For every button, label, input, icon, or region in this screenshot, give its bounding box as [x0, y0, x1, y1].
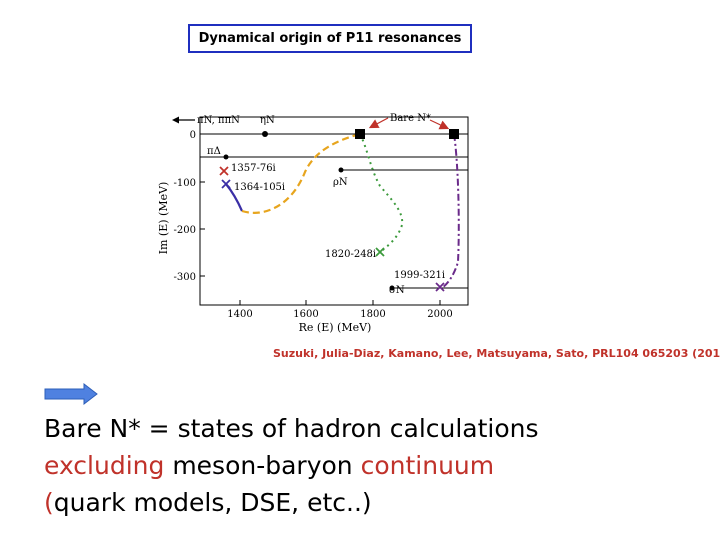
y-axis-label: Im (E) (MeV)	[157, 182, 170, 255]
body-line-2: excluding meson-baryon continuum	[44, 447, 539, 484]
body-continuum: continuum	[360, 451, 495, 480]
bare-state-1	[355, 129, 365, 139]
sigmaN-branch-point	[389, 285, 395, 291]
bare-state-2	[449, 129, 459, 139]
x-tick-1400: 1400	[227, 309, 252, 320]
trajectory-purple-dashdot	[441, 133, 460, 289]
rhoN-branch-point	[338, 167, 344, 173]
label-pole-1364: 1364-105i	[234, 182, 285, 193]
label-piN: πN, ππN	[197, 115, 240, 126]
x-axis-ticks	[239, 300, 441, 305]
pole-marker-1364	[221, 179, 231, 189]
body-line-3: (quark models, DSE, etc..)	[44, 484, 539, 521]
body-meson-baryon: meson-baryon	[164, 451, 361, 480]
y-tick-100: -100	[174, 178, 196, 189]
pole-marker-1820	[375, 247, 385, 257]
bare-arrow-left	[368, 117, 389, 129]
plot-frame	[199, 116, 469, 306]
trajectory-orange-dashed	[241, 132, 361, 214]
x-tick-1800: 1800	[360, 309, 385, 320]
trajectory-green-dotted	[359, 133, 404, 253]
right-arrow-icon	[44, 383, 98, 405]
y-tick-300: -300	[174, 272, 196, 283]
bare-arrow-right	[429, 119, 450, 130]
pole-marker-1999	[435, 282, 445, 292]
piN-arrow-icon	[172, 116, 179, 124]
body-excluding: excluding	[44, 451, 165, 480]
body-line-1: Bare N* = states of hadron calculations	[44, 414, 539, 443]
slide-title-text: Dynamical origin of P11 resonances	[198, 31, 462, 46]
label-etaN: ηN	[260, 115, 275, 126]
label-pole-1999: 1999-321i	[394, 270, 445, 281]
slide-body-text: Bare N* = states of hadron calculations …	[44, 410, 539, 521]
body-quark-models: quark models, DSE, etc..)	[53, 488, 372, 517]
label-sigmaN: σN	[389, 285, 405, 296]
citation-text: Suzuki, Julia-Diaz, Kamano, Lee, Matsuya…	[273, 347, 720, 360]
pole-trajectory-diagram: 0 -100 -200 -300 1400 1600 1800 2000 Re …	[157, 113, 469, 334]
label-piDelta: πΔ	[207, 146, 221, 157]
piDelta-branch-point	[223, 154, 229, 160]
y-axis-ticks	[200, 133, 205, 277]
y-tick-200: -200	[174, 225, 196, 236]
slide-title: Dynamical origin of P11 resonances	[188, 24, 472, 53]
body-open-paren: (	[44, 488, 54, 517]
label-bare: Bare N*	[390, 113, 431, 124]
etaN-branch-point	[262, 131, 268, 137]
y-tick-0: 0	[190, 130, 196, 141]
label-rhoN: ρN	[333, 177, 348, 188]
pole-marker-1357	[219, 166, 229, 176]
label-pole-1357: 1357-76i	[231, 163, 276, 174]
x-tick-2000: 2000	[427, 309, 452, 320]
x-axis-label: Re (E) (MeV)	[299, 321, 372, 334]
x-tick-1600: 1600	[293, 309, 318, 320]
label-pole-1820: 1820-248i	[325, 249, 376, 260]
